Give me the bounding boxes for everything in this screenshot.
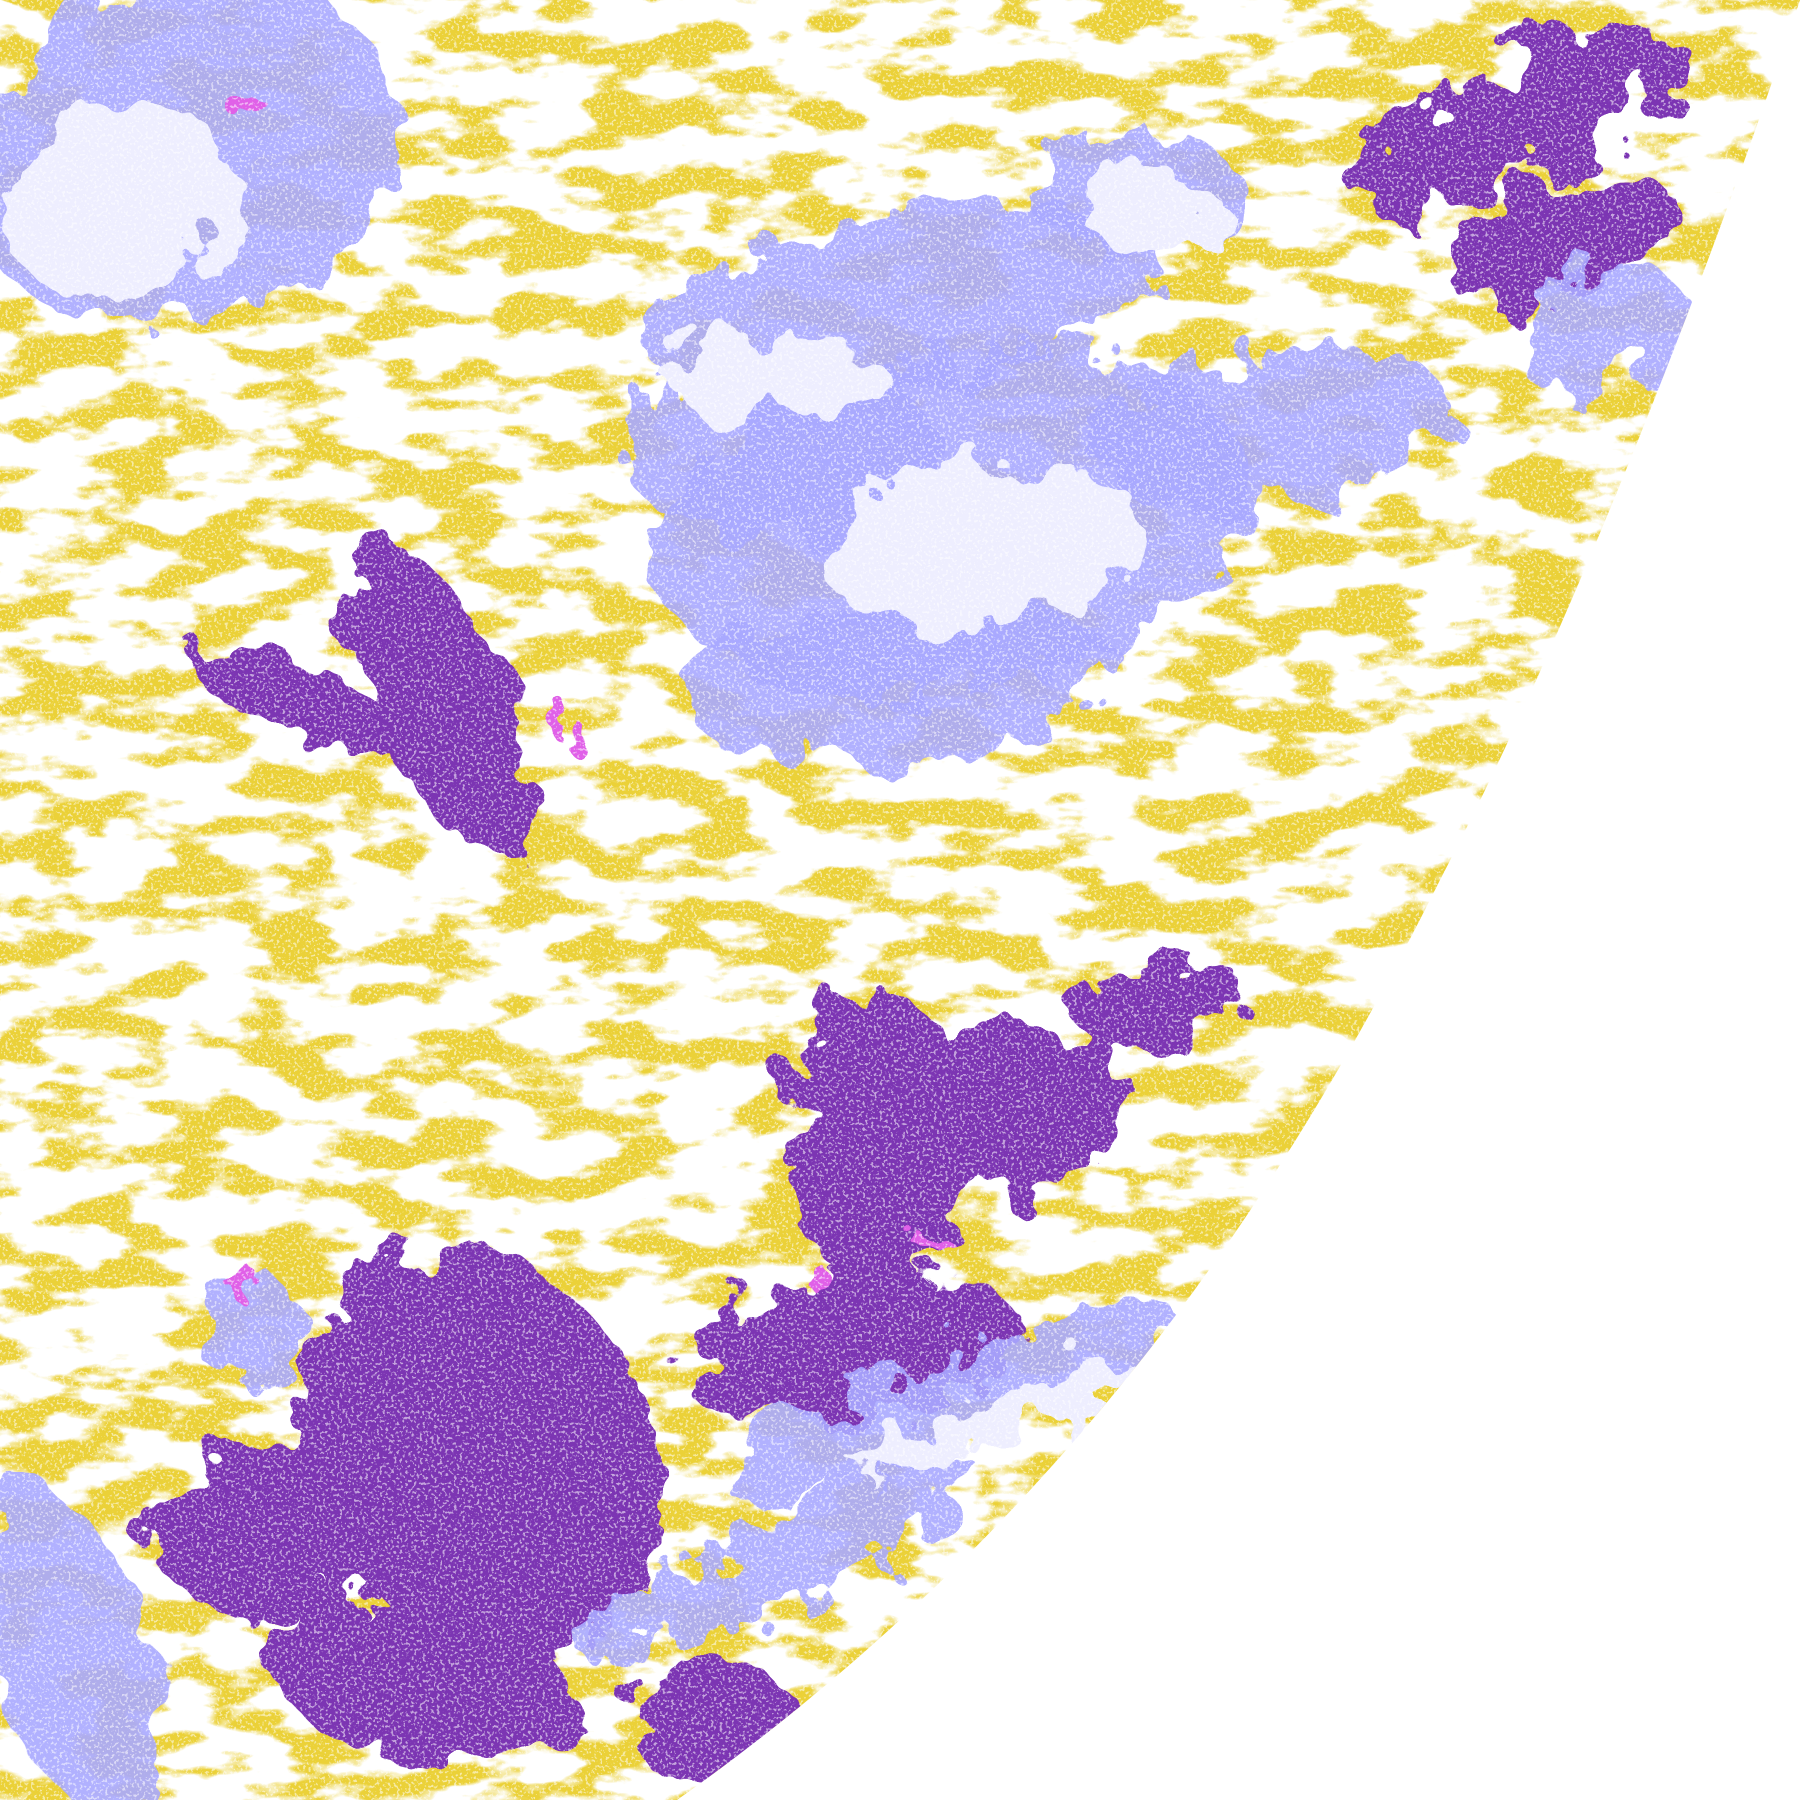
earth-disc xyxy=(0,0,1800,1800)
cloud-classification-image xyxy=(0,0,1800,1800)
satellite-map-view xyxy=(0,0,1800,1800)
texture-grain xyxy=(0,0,1800,1800)
